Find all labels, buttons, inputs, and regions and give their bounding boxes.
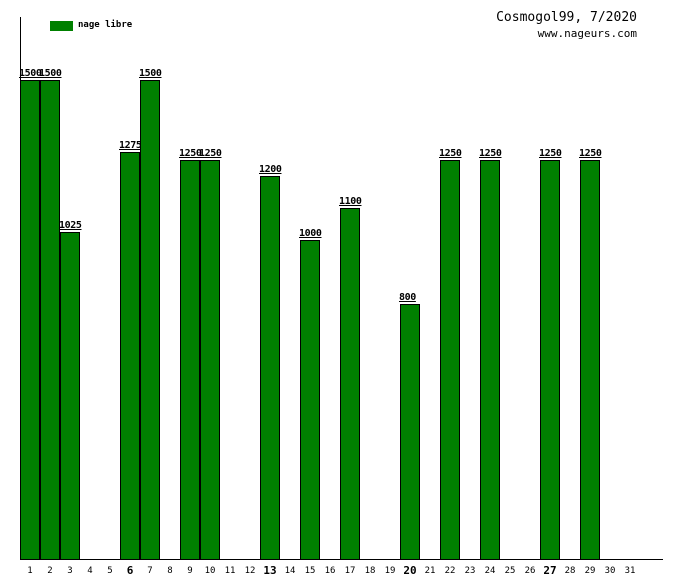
x-tick-label-27: 27	[543, 564, 557, 577]
x-tick-label-20: 20	[403, 564, 417, 577]
bar-day-7[interactable]	[140, 80, 160, 560]
x-tick-label-6: 6	[126, 564, 134, 577]
x-tick-label-31: 31	[624, 566, 636, 576]
x-tick-label-29: 29	[584, 566, 596, 576]
x-tick-label-28: 28	[564, 566, 576, 576]
x-tick-label-1: 1	[27, 566, 33, 576]
bar-day-10[interactable]	[200, 160, 220, 560]
bar-day-13[interactable]	[260, 176, 280, 560]
bar-day-17[interactable]	[340, 208, 360, 560]
chart-title: Cosmogol99, 7/2020	[496, 10, 637, 25]
bar-day-2[interactable]	[40, 80, 60, 560]
x-tick-label-16: 16	[324, 566, 336, 576]
bar-value-label-day-20[interactable]: 800	[399, 292, 416, 303]
bar-value-label-day-17[interactable]: 1100	[339, 196, 362, 207]
x-tick-label-4: 4	[87, 566, 93, 576]
x-tick-label-15: 15	[304, 566, 316, 576]
x-tick-label-3: 3	[67, 566, 73, 576]
x-tick-label-10: 10	[204, 566, 216, 576]
x-tick-label-7: 7	[147, 566, 153, 576]
bar-day-20[interactable]	[400, 304, 420, 560]
x-tick-label-21: 21	[424, 566, 436, 576]
bar-value-label-day-9[interactable]: 1250	[179, 148, 202, 159]
x-tick-label-30: 30	[604, 566, 616, 576]
x-tick-label-11: 11	[224, 566, 236, 576]
bar-day-29[interactable]	[580, 160, 600, 560]
site-url[interactable]: www.nageurs.com	[537, 27, 637, 40]
bar-day-24[interactable]	[480, 160, 500, 560]
bar-day-1[interactable]	[20, 80, 40, 560]
bar-value-label-day-6[interactable]: 1275	[119, 140, 142, 151]
x-tick-label-13: 13	[263, 564, 277, 577]
bar-value-label-day-24[interactable]: 1250	[479, 148, 502, 159]
bar-value-label-day-27[interactable]: 1250	[539, 148, 562, 159]
x-tick-label-12: 12	[244, 566, 256, 576]
x-tick-label-23: 23	[464, 566, 476, 576]
x-tick-label-19: 19	[384, 566, 396, 576]
legend-label: nage libre	[78, 20, 133, 30]
x-tick-label-5: 5	[107, 566, 113, 576]
bar-day-9[interactable]	[180, 160, 200, 560]
bar-value-label-day-1[interactable]: 1500	[19, 68, 42, 79]
x-tick-label-8: 8	[167, 566, 173, 576]
legend-color-swatch	[50, 21, 73, 31]
bar-day-3[interactable]	[60, 232, 80, 560]
x-tick-label-2: 2	[47, 566, 53, 576]
bar-value-label-day-13[interactable]: 1200	[259, 164, 282, 175]
bar-value-label-day-7[interactable]: 1500	[139, 68, 162, 79]
bar-value-label-day-10[interactable]: 1250	[199, 148, 222, 159]
bar-day-15[interactable]	[300, 240, 320, 560]
bar-day-6[interactable]	[120, 152, 140, 560]
bar-value-label-day-29[interactable]: 1250	[579, 148, 602, 159]
x-tick-label-18: 18	[364, 566, 376, 576]
bar-value-label-day-15[interactable]: 1000	[299, 228, 322, 239]
x-tick-label-9: 9	[187, 566, 193, 576]
x-tick-label-25: 25	[504, 566, 516, 576]
x-tick-label-14: 14	[284, 566, 296, 576]
bar-value-label-day-22[interactable]: 1250	[439, 148, 462, 159]
x-tick-label-24: 24	[484, 566, 496, 576]
bar-value-label-day-2[interactable]: 1500	[39, 68, 62, 79]
x-tick-label-22: 22	[444, 566, 456, 576]
bar-day-27[interactable]	[540, 160, 560, 560]
bar-day-22[interactable]	[440, 160, 460, 560]
bar-value-label-day-3[interactable]: 1025	[59, 220, 82, 231]
x-tick-label-17: 17	[344, 566, 356, 576]
x-tick-label-26: 26	[524, 566, 536, 576]
